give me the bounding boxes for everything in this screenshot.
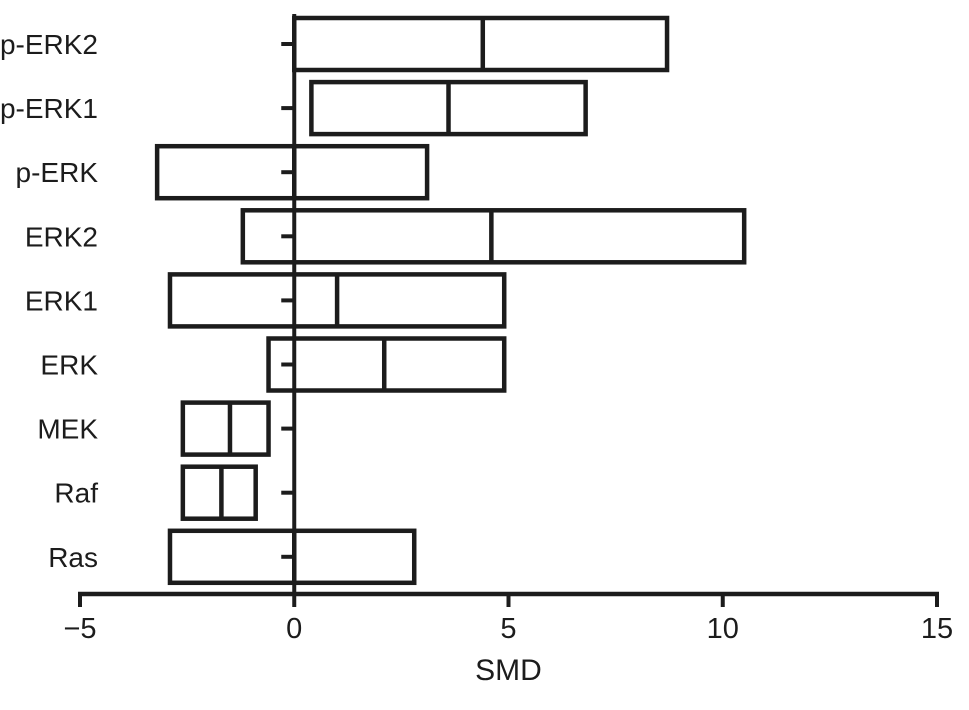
ci-box <box>180 400 271 457</box>
x-tick-label: 5 <box>500 613 516 645</box>
y-axis-label: p-ERK2 <box>0 29 98 60</box>
x-tick-label: 10 <box>707 613 739 645</box>
y-axis-label: MEK <box>37 414 98 445</box>
y-axis-label: ERK <box>40 350 98 381</box>
x-tick-label: 0 <box>286 613 302 645</box>
x-tick-label: 15 <box>921 613 953 645</box>
y-axis-label: ERK2 <box>25 221 98 252</box>
y-axis-label: Ras <box>48 542 98 573</box>
y-axis-label: ERK1 <box>25 285 98 316</box>
y-axis-label: Raf <box>54 478 98 509</box>
y-axis-label: p-ERK1 <box>0 93 98 124</box>
y-axis-label: p-ERK <box>16 157 99 188</box>
x-tick-label: −5 <box>63 613 96 645</box>
x-axis-title: SMD <box>475 654 542 687</box>
